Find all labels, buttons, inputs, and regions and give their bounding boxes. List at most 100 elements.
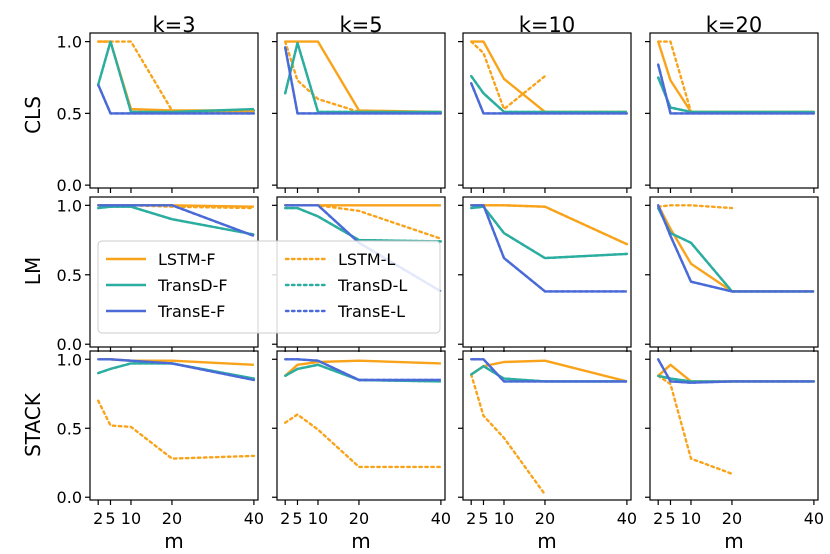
- y-tick-label: 0.0: [57, 488, 82, 507]
- series-line-lstm-l: [284, 204, 443, 240]
- panel-frame: [649, 350, 819, 501]
- legend-label: TransE-L: [337, 302, 405, 321]
- x-axis-label: m: [537, 529, 556, 553]
- panel-frame: [649, 196, 819, 348]
- legend-item-transd-l: TransD-L: [284, 276, 407, 295]
- panel-frame: [89, 32, 259, 189]
- panel-cls-k10: [458, 32, 632, 193]
- series-line-lstm-f: [471, 204, 628, 246]
- panel-frame: [462, 196, 632, 348]
- series-line-lstm-l: [657, 204, 734, 210]
- series-line-transe-l: [470, 204, 629, 293]
- series-line-transe-f: [657, 204, 814, 293]
- x-tick-label: 5: [292, 509, 302, 528]
- x-tick-label: 10: [494, 509, 514, 528]
- panel-frame: [89, 350, 259, 501]
- series-line-transe-l: [470, 81, 629, 115]
- series-line-lstm-l: [470, 204, 629, 246]
- legend-label: LSTM-L: [338, 250, 395, 269]
- legend-label: TransD-L: [337, 276, 407, 295]
- series-line-transe-f: [470, 82, 627, 115]
- series-line-transd-f: [284, 41, 441, 114]
- panel-cls-k20: [645, 32, 819, 193]
- x-axis-label: m: [724, 529, 743, 553]
- series-line-lstm-f: [471, 40, 627, 114]
- panel-frame: [462, 32, 632, 189]
- y-tick-label: 0.5: [57, 104, 82, 123]
- legend: LSTM-F TransD-F TransE-F LSTM-L TransD-L Tran…: [97, 240, 441, 334]
- x-tick-label: 2: [280, 509, 290, 528]
- legend-frame: [97, 240, 441, 334]
- series-line-transe-f: [285, 358, 441, 382]
- y-tick-label: 0.5: [57, 266, 82, 285]
- x-tick-label: 40: [804, 509, 824, 528]
- y-tick-label: 1.0: [57, 33, 82, 52]
- series-line-transe-f: [471, 358, 627, 383]
- x-tick-label: 40: [244, 509, 264, 528]
- series-line-transe-f: [657, 358, 814, 384]
- legend-label: LSTM-F: [158, 250, 216, 269]
- legend-item-transe-l: TransE-L: [284, 302, 405, 321]
- panel-stack-k10: 2 5 10 20 40 m: [458, 350, 637, 553]
- x-tick-label: 2: [653, 509, 663, 528]
- legend-item-transe-f: TransE-F: [106, 302, 225, 321]
- x-tick-label: 5: [478, 509, 488, 528]
- series-line-transe-f: [471, 204, 627, 293]
- series-line-lstm-f: [657, 204, 814, 293]
- panel-lm-k10: [458, 196, 632, 352]
- series-line-transe-l: [96, 358, 256, 382]
- legend-item-lstm-l: LSTM-L: [284, 250, 395, 269]
- x-tick-label: 40: [617, 509, 637, 528]
- x-tick-label: 10: [308, 509, 328, 528]
- series-line-lstm-l: [470, 40, 547, 111]
- legend-item-lstm-f: LSTM-F: [106, 250, 216, 269]
- x-axis-label: m: [351, 529, 370, 553]
- y-tick-label: 1.0: [57, 196, 82, 215]
- y-tick-label: 1.0: [57, 350, 82, 369]
- series-line-lstm-l: [657, 40, 816, 114]
- series-line-transd-f: [97, 40, 254, 114]
- y-tick-label: 0.0: [57, 176, 82, 195]
- series-line-transe-f: [657, 64, 814, 115]
- panel-stack-k20: 2 5 10 20 40 m: [645, 350, 824, 553]
- series-line-transe-f: [97, 84, 254, 115]
- x-tick-label: 20: [722, 509, 742, 528]
- series-line-transe-f: [98, 358, 255, 382]
- x-tick-label: 20: [162, 509, 182, 528]
- row-title-stack: STACK: [21, 392, 45, 457]
- series-line-transd-f: [471, 205, 627, 260]
- series-line-lstm-l: [657, 374, 734, 475]
- x-tick-label: 5: [665, 509, 675, 528]
- panel-lm-k20: [645, 196, 819, 352]
- y-tick-label: 0.5: [57, 419, 82, 438]
- panel-lm-k3: 0.0 0.5 1.0: [57, 196, 259, 354]
- x-tick-label: 10: [121, 509, 141, 528]
- series-line-lstm-l: [470, 373, 547, 496]
- y-tick-label: 0.0: [57, 335, 82, 354]
- panel-stack-k3: 0.0 0.5 1.0 2 5 10 20 40 m: [57, 350, 265, 553]
- legend-label: TransD-F: [157, 276, 228, 295]
- row-title-lm: LM: [21, 257, 45, 285]
- series-line-transd-f: [98, 205, 255, 236]
- panel-frame: [462, 350, 632, 501]
- series-line-lstm-f: [284, 359, 441, 377]
- x-tick-label: 5: [105, 509, 115, 528]
- legend-item-transd-f: TransD-F: [106, 276, 228, 295]
- x-tick-label: 40: [431, 509, 451, 528]
- series-line-transd-f: [470, 75, 627, 114]
- x-tick-label: 10: [681, 509, 701, 528]
- panel-stack-k5: 2 5 10 20 40 m: [272, 350, 451, 553]
- series-line-lstm-l: [96, 399, 256, 460]
- series-line-transd-f: [470, 365, 627, 383]
- series-line-lstm-l: [284, 413, 443, 469]
- x-axis-label: m: [164, 529, 183, 553]
- x-tick-label: 2: [93, 509, 103, 528]
- legend-label: TransE-F: [157, 302, 225, 321]
- x-tick-label: 2: [466, 509, 476, 528]
- row-title-cls: CLS: [21, 96, 45, 134]
- panel-cls-k5: [272, 32, 446, 193]
- series-line-transe-f: [284, 47, 441, 115]
- panel-frame: [649, 32, 819, 189]
- panel-frame: [276, 350, 446, 501]
